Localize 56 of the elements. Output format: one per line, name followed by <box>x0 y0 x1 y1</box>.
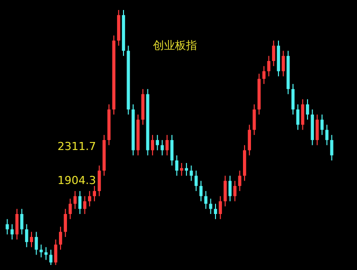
candlestick <box>25 224 28 248</box>
candlestick <box>204 190 208 210</box>
candlestick <box>296 104 300 130</box>
candlestick <box>64 208 67 238</box>
candlestick <box>267 55 270 77</box>
candlestick <box>272 40 276 67</box>
candlestick <box>224 175 227 207</box>
candlestick <box>34 231 38 256</box>
candlestick <box>160 140 164 156</box>
candlestick <box>166 134 169 156</box>
candlestick <box>238 170 242 192</box>
candlestick <box>92 185 96 202</box>
candlestick <box>316 114 319 146</box>
candlestick <box>180 162 184 176</box>
candlestick <box>325 124 328 146</box>
candlestick <box>209 198 212 214</box>
candlestick <box>170 134 174 166</box>
candlestick <box>320 114 324 136</box>
annotation: 1904.3 <box>58 174 96 187</box>
text: 创业板指 <box>153 39 197 52</box>
candlestick <box>58 226 62 250</box>
candlestick <box>214 203 218 220</box>
candlestick <box>218 196 222 220</box>
candlestick <box>184 162 188 176</box>
candlestick <box>248 124 251 156</box>
candlestick <box>73 190 77 210</box>
candlestick <box>330 134 334 161</box>
candlestick <box>175 154 178 176</box>
candlestick <box>194 170 198 192</box>
annotation: 2311.7 <box>58 140 96 153</box>
candlestick <box>252 104 256 136</box>
candlestick <box>150 134 154 156</box>
candlestick <box>6 218 9 235</box>
candlestick <box>306 98 310 120</box>
candlestick <box>30 231 34 248</box>
candlestick <box>83 196 86 214</box>
candlestick <box>98 165 101 197</box>
candlestick <box>262 66 266 84</box>
candlestick <box>88 190 92 207</box>
candlestick <box>10 224 14 240</box>
candlestick <box>228 175 232 202</box>
candlestick <box>291 83 295 116</box>
candlestick <box>68 198 72 220</box>
candlestick <box>15 208 19 240</box>
candlestick <box>190 165 193 182</box>
candlestick <box>233 180 236 202</box>
candlestick <box>40 244 43 258</box>
candlestick <box>282 50 285 77</box>
candlestick <box>156 134 159 151</box>
candlestick <box>301 98 304 130</box>
candlestick <box>20 208 24 235</box>
candlestick <box>78 190 82 214</box>
candlestick <box>44 246 48 260</box>
candlestick <box>199 180 203 202</box>
candlestick <box>49 249 52 266</box>
candlestick <box>54 239 58 266</box>
